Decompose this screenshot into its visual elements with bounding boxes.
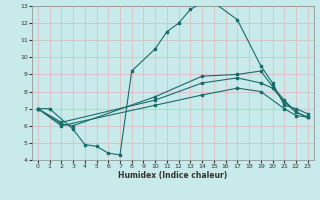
X-axis label: Humidex (Indice chaleur): Humidex (Indice chaleur) [118,171,228,180]
